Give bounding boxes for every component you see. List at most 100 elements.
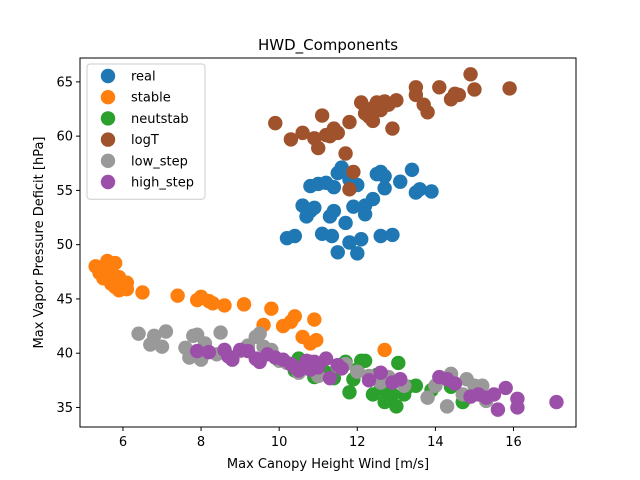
point-high_step <box>373 365 388 380</box>
point-neutstab <box>391 355 406 371</box>
point-stable <box>107 255 123 271</box>
point-stable <box>264 301 279 316</box>
point-logT <box>463 67 478 82</box>
points-layer <box>88 67 564 417</box>
point-logT <box>408 87 424 103</box>
legend-marker <box>100 132 116 147</box>
point-high_step <box>189 343 205 359</box>
legend: real stable neutstab logT low_step high_step <box>86 63 206 200</box>
point-high_step <box>201 344 217 360</box>
point-real <box>342 235 357 250</box>
legend-label: stable <box>131 91 171 106</box>
point-logT <box>268 115 283 131</box>
legend-marker <box>100 111 116 126</box>
point-real <box>385 227 400 243</box>
x-tick-label: 10 <box>271 435 288 450</box>
point-real <box>412 182 427 197</box>
point-high_step <box>510 400 525 415</box>
y-axis: 35 40 45 50 55 60 65 <box>56 75 80 416</box>
legend-label: high_step <box>131 176 194 191</box>
point-stable <box>307 312 322 327</box>
y-tick-label: 60 <box>56 130 73 145</box>
point-logT <box>295 125 310 141</box>
x-tick-label: 8 <box>197 435 205 450</box>
point-stable <box>236 297 252 312</box>
y-tick-label: 65 <box>56 75 73 90</box>
point-real <box>330 245 345 260</box>
point-real <box>287 228 303 244</box>
legend-marker <box>100 68 116 84</box>
point-stable <box>135 285 150 300</box>
point-high_step <box>225 352 240 367</box>
point-low_step <box>158 324 174 339</box>
point-logT <box>385 121 400 136</box>
y-tick-label: 45 <box>56 292 73 307</box>
point-logT <box>314 108 330 123</box>
series-high_step <box>189 342 564 417</box>
point-neutstab <box>408 378 424 393</box>
point-high_step <box>447 376 463 391</box>
legend-marker <box>100 90 116 105</box>
point-low_step <box>350 364 365 379</box>
point-high_step <box>361 373 377 388</box>
legend-marker <box>100 153 116 168</box>
point-stable <box>217 298 232 313</box>
point-logT <box>311 140 326 156</box>
point-logT <box>342 182 357 197</box>
y-tick-label: 40 <box>56 347 73 362</box>
point-low_step <box>420 390 435 405</box>
point-logT <box>283 132 299 147</box>
point-neutstab <box>342 385 357 400</box>
point-real <box>404 162 420 177</box>
point-logT <box>420 105 435 120</box>
legend-label: neutstab <box>131 112 189 127</box>
point-logT <box>342 114 357 130</box>
point-logT <box>365 113 381 129</box>
point-low_step <box>252 326 267 341</box>
point-low_step <box>213 325 228 340</box>
x-axis-label: Max Canopy Height Wind [m/s] <box>227 457 429 472</box>
x-tick-label: 6 <box>119 435 127 450</box>
point-real <box>373 228 388 244</box>
point-real <box>365 191 381 207</box>
point-high_step <box>549 394 564 410</box>
point-stable <box>309 332 324 348</box>
y-axis-label: Max Vapor Pressure Deficit [hPa] <box>32 137 47 349</box>
x-tick-label: 14 <box>427 435 444 450</box>
point-logT <box>451 87 467 103</box>
point-stable <box>377 342 392 358</box>
point-high_step <box>318 351 334 366</box>
point-real <box>307 200 322 215</box>
point-logT <box>330 125 345 141</box>
point-logT <box>432 80 447 95</box>
series-logT <box>268 67 517 197</box>
point-real <box>346 199 361 214</box>
point-logT <box>346 164 361 180</box>
point-low_step <box>147 328 162 344</box>
point-logT <box>502 81 517 96</box>
y-tick-label: 35 <box>56 401 73 416</box>
point-logT <box>353 95 369 110</box>
point-neutstab <box>389 399 404 414</box>
point-stable <box>119 281 135 297</box>
point-real <box>393 174 408 189</box>
point-stable <box>287 309 303 324</box>
point-real <box>338 215 353 231</box>
chart-title: HWD_Components <box>258 36 398 55</box>
legend-box <box>86 63 206 200</box>
point-high_step <box>322 370 338 386</box>
point-high_step <box>393 372 408 387</box>
point-real <box>377 181 392 196</box>
point-neutstab <box>357 353 373 368</box>
point-low_step <box>131 326 146 341</box>
point-high_step <box>291 363 306 378</box>
y-tick-label: 55 <box>56 184 73 199</box>
point-stable <box>205 296 220 311</box>
point-real <box>326 179 342 195</box>
point-real <box>353 232 369 247</box>
point-low_step <box>439 399 455 414</box>
x-axis: 6 8 10 12 14 16 <box>119 427 522 450</box>
y-tick-label: 50 <box>56 238 73 253</box>
point-real <box>357 207 373 222</box>
